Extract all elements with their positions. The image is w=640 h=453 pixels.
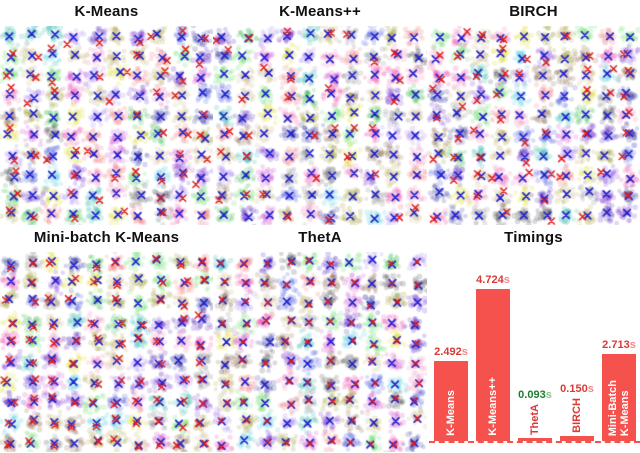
timings-bar-theta: 0.093s ThetA (518, 389, 552, 441)
bar-rect (560, 436, 594, 441)
bar-category-label: BIRCH (571, 398, 583, 433)
panel-title-birch: BIRCH (509, 3, 558, 20)
bar-rect (518, 438, 552, 441)
bar-value-label: 0.093s (518, 388, 552, 401)
panel-timings: Timings 2.492s K-Means 4.724s K-Means++ 0.09… (427, 226, 640, 453)
panel-kmeans-plus-plus: K-Means++ (213, 0, 427, 226)
panel-birch: BIRCH (427, 0, 640, 226)
timings-bars: 2.492s K-Means 4.724s K-Means++ 0.093s ThetA 0… (434, 255, 636, 441)
timings-bar-mini-batch-k-means: 2.713s Mini-Batch K-Means (602, 339, 636, 441)
kmeans-scatter-plot (0, 26, 213, 225)
panel-kmeans: K-Means (0, 0, 213, 226)
bar-rect: Mini-Batch K-Means (602, 354, 636, 441)
panel-title-theta: ThetA (298, 229, 342, 246)
bar-category-label: ThetA (529, 403, 541, 435)
bar-category-label: K-Means (619, 390, 631, 436)
bar-value-label: 2.713s (602, 339, 636, 351)
bar-value-label: 2.492s (434, 346, 468, 358)
bar-value-label: 4.724s (476, 274, 510, 286)
theta-scatter-plot (213, 252, 427, 452)
timings-bar-birch: 0.150s BIRCH (560, 383, 594, 441)
panel-minibatch-kmeans: Mini-batch K-Means (0, 226, 213, 453)
bar-category-label: K-Means (445, 390, 457, 436)
bar-value-label: 0.150s (560, 383, 594, 396)
bar-rect: K-Means (434, 361, 468, 441)
bar-category-label: Mini-Batch (607, 379, 619, 436)
panel-title-kmeans-plus-plus: K-Means++ (279, 3, 361, 20)
panel-title-kmeans: K-Means (74, 3, 139, 20)
timings-bar-k-means-: 4.724s K-Means++ (476, 274, 510, 441)
minibatch-kmeans-scatter-plot (0, 252, 213, 452)
panel-theta: ThetA (213, 226, 427, 453)
kmeans-plus-plus-scatter-plot (213, 26, 427, 225)
bar-category-label: K-Means++ (487, 377, 499, 436)
birch-scatter-plot (427, 26, 640, 225)
timings-baseline (429, 441, 640, 443)
panel-title-timings: Timings (504, 229, 563, 246)
bar-rect: K-Means++ (476, 289, 510, 441)
panel-title-minibatch-kmeans: Mini-batch K-Means (33, 229, 180, 246)
timings-bar-k-means: 2.492s K-Means (434, 346, 468, 441)
timings-bar-chart: 2.492s K-Means 4.724s K-Means++ 0.093s ThetA 0… (427, 252, 640, 453)
